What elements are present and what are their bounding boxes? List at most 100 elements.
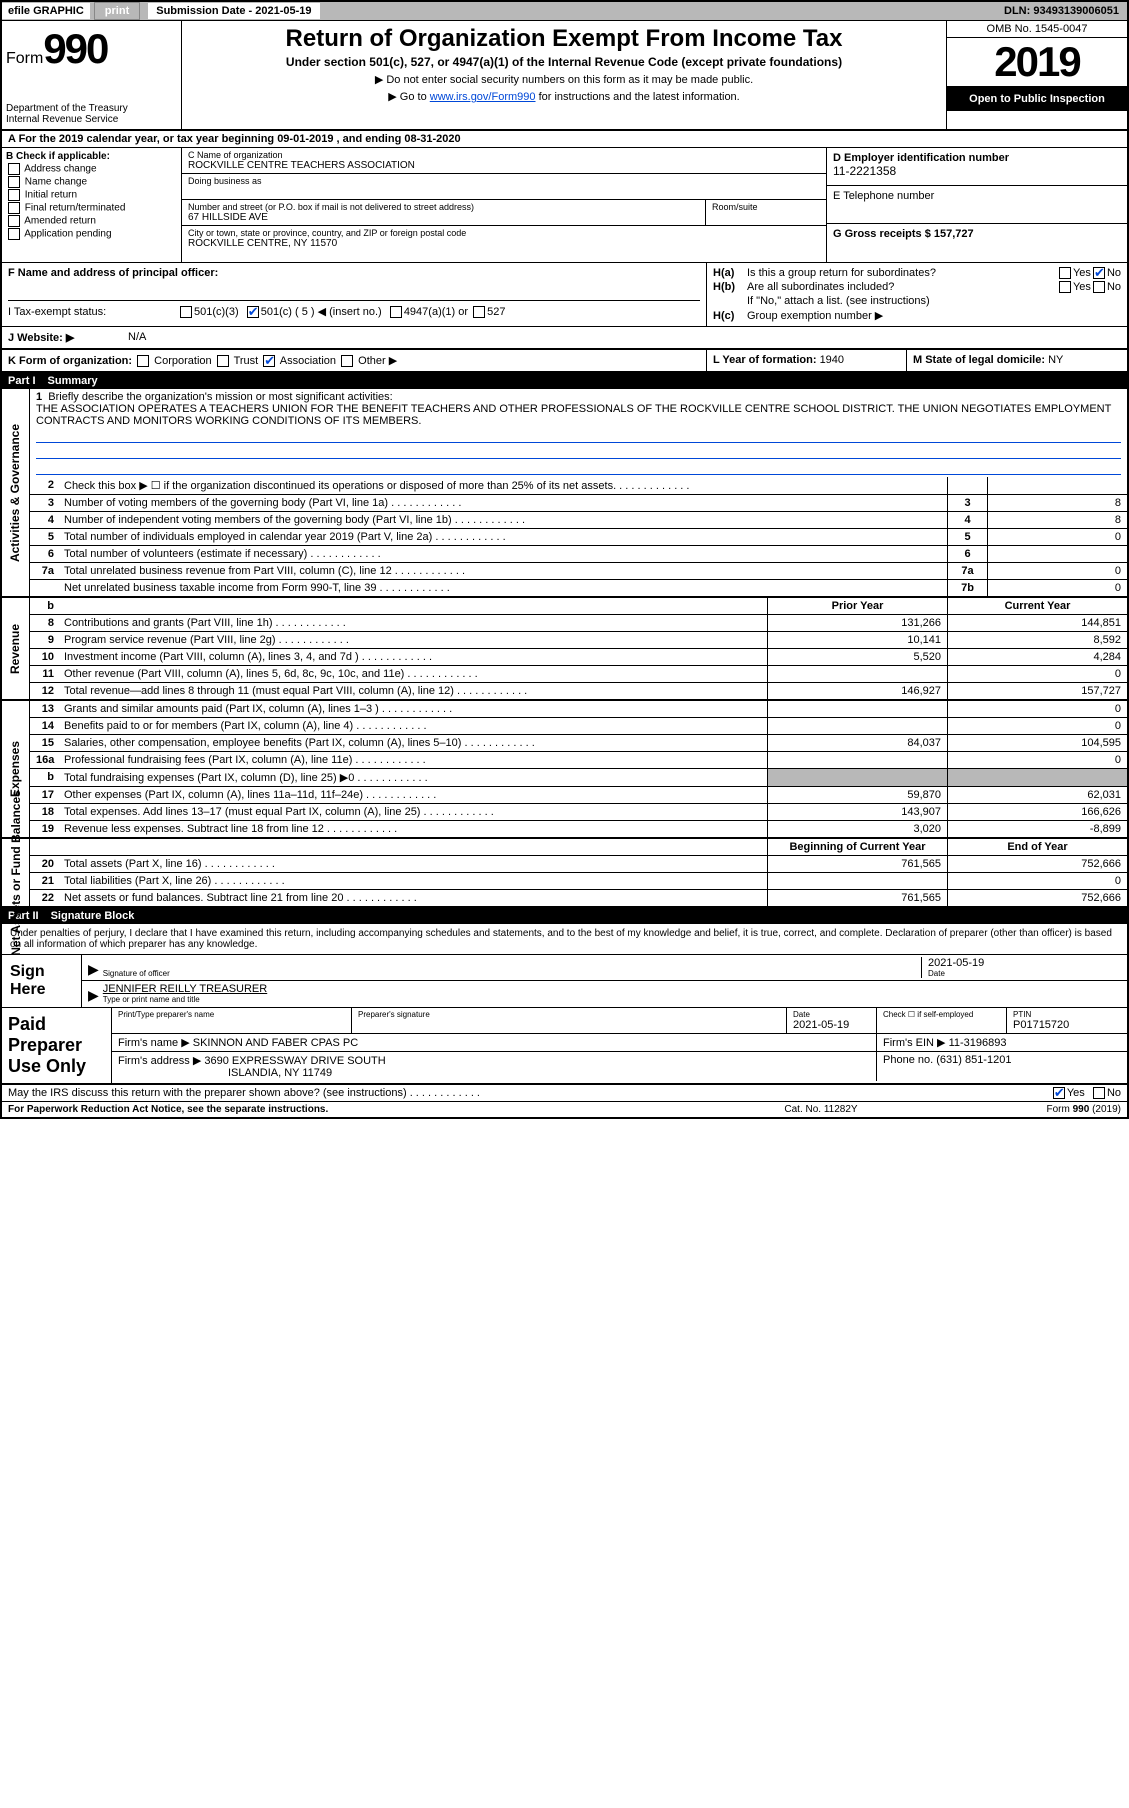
hdr-b: b — [30, 598, 60, 614]
prep-check-label: Check ☐ if self-employed — [883, 1010, 1000, 1019]
col-k: K Form of organization: Corporation Trus… — [2, 350, 707, 371]
discuss-row: May the IRS discuss this return with the… — [2, 1085, 1127, 1102]
row-desc: Total assets (Part X, line 16) — [60, 856, 767, 872]
row-current-year: -8,899 — [947, 821, 1127, 837]
tax-year: 2019 — [947, 38, 1127, 87]
cb-final-return[interactable]: Final return/terminated — [6, 202, 177, 214]
row-num: 6 — [30, 546, 60, 562]
na-header: Beginning of Current Year End of Year — [30, 839, 1127, 856]
paid-preparer-label: Paid Preparer Use Only — [2, 1008, 112, 1083]
hb-yes-cb[interactable] — [1059, 281, 1071, 293]
row-current-year — [947, 769, 1127, 786]
sign-arrow-icon-2: ▶ — [88, 987, 103, 1004]
cb-assoc[interactable] — [263, 355, 275, 367]
firm-addr-1: 3690 EXPRESSWAY DRIVE SOUTH — [204, 1055, 385, 1067]
m-value: NY — [1048, 354, 1063, 366]
print-button[interactable]: print — [94, 2, 140, 20]
row-val: 0 — [987, 529, 1127, 545]
efile-label: efile GRAPHIC — [2, 3, 90, 19]
opt-corp: Corporation — [154, 355, 211, 367]
discuss-no-cb[interactable] — [1093, 1087, 1105, 1099]
row-box: 3 — [947, 495, 987, 511]
row-current-year: 4,284 — [947, 649, 1127, 665]
prep-date-label: Date — [793, 1010, 870, 1019]
row-num: 12 — [30, 683, 60, 699]
sidelabel-ag: Activities & Governance — [2, 389, 30, 596]
row-desc: Number of voting members of the governin… — [60, 495, 947, 511]
opt-trust: Trust — [234, 355, 259, 367]
hb-text: Are all subordinates included? — [747, 281, 1057, 293]
cb-501c[interactable] — [247, 306, 259, 318]
prep-sig-label: Preparer's signature — [358, 1010, 780, 1019]
row-prior-year: 143,907 — [767, 804, 947, 820]
section-activities-governance: Activities & Governance 1 Briefly descri… — [2, 389, 1127, 598]
phone-value: (631) 851-1201 — [936, 1054, 1011, 1066]
ha-text: Is this a group return for subordinates? — [747, 267, 1057, 279]
org-name-label: C Name of organization — [188, 150, 820, 160]
col-c-org-info: C Name of organization ROCKVILLE CENTRE … — [182, 148, 827, 262]
ha-no-cb[interactable] — [1093, 267, 1105, 279]
cb-app-pending[interactable]: Application pending — [6, 228, 177, 240]
cb-trust[interactable] — [217, 355, 229, 367]
row-val: 0 — [987, 580, 1127, 596]
ag-row: Net unrelated business taxable income fr… — [30, 580, 1127, 596]
row-num: 19 — [30, 821, 60, 837]
gross-receipts: G Gross receipts $ 157,727 — [833, 228, 1121, 240]
row-prior-year: 84,037 — [767, 735, 947, 751]
website-value: N/A — [128, 331, 146, 344]
cb-other[interactable] — [341, 355, 353, 367]
row-box — [947, 477, 987, 494]
cb-corp[interactable] — [137, 355, 149, 367]
data-row: 22Net assets or fund balances. Subtract … — [30, 890, 1127, 906]
ptin-label: PTIN — [1013, 1010, 1121, 1019]
row-prior-year: 3,020 — [767, 821, 947, 837]
hb-no-cb[interactable] — [1093, 281, 1105, 293]
block-fh: F Name and address of principal officer:… — [2, 263, 1127, 327]
form990-link[interactable]: www.irs.gov/Form990 — [430, 91, 536, 103]
discuss-yes: Yes — [1067, 1087, 1085, 1099]
cb-name-change[interactable]: Name change — [6, 176, 177, 188]
hb-yes: Yes — [1073, 281, 1091, 293]
section-expenses: Expenses 13Grants and similar amounts pa… — [2, 701, 1127, 839]
paid-preparer-block: Paid Preparer Use Only Print/Type prepar… — [2, 1008, 1127, 1085]
k-label: K Form of organization: — [8, 355, 132, 367]
row-prior-year: 59,870 — [767, 787, 947, 803]
cb-4947[interactable] — [390, 306, 402, 318]
top-bar: efile GRAPHIC print Submission Date - 20… — [2, 2, 1127, 21]
row-current-year: 752,666 — [947, 890, 1127, 906]
omb-number: OMB No. 1545-0047 — [947, 21, 1127, 38]
row-prior-year — [767, 769, 947, 786]
cb-address-change[interactable]: Address change — [6, 163, 177, 175]
ha-yes: Yes — [1073, 267, 1091, 279]
discuss-yes-cb[interactable] — [1053, 1087, 1065, 1099]
part-1-num: Part I — [8, 375, 48, 387]
header-left: Form990 Department of the Treasury Inter… — [2, 21, 182, 129]
row-desc: Number of independent voting members of … — [60, 512, 947, 528]
room-label: Room/suite — [712, 202, 820, 212]
row-num: 16a — [30, 752, 60, 768]
website-label: J Website: ▶ — [8, 331, 128, 344]
row-current-year: 104,595 — [947, 735, 1127, 751]
col-m: M State of legal domicile: NY — [907, 350, 1127, 371]
m-label: M State of legal domicile: — [913, 354, 1048, 366]
row-desc: Total revenue—add lines 8 through 11 (mu… — [60, 683, 767, 699]
city-label: City or town, state or province, country… — [188, 228, 820, 238]
row-prior-year — [767, 752, 947, 768]
data-row: 10Investment income (Part VIII, column (… — [30, 649, 1127, 666]
row-current-year: 0 — [947, 718, 1127, 734]
cb-527[interactable] — [473, 306, 485, 318]
col-l: L Year of formation: 1940 — [707, 350, 907, 371]
cb-initial-return[interactable]: Initial return — [6, 189, 177, 201]
row-num — [30, 580, 60, 596]
cb-501c3[interactable] — [180, 306, 192, 318]
dept-label: Department of the Treasury Internal Reve… — [6, 103, 177, 125]
ein-value: 11-2221358 — [833, 164, 1121, 178]
col-b-header: B Check if applicable: — [6, 151, 177, 162]
firm-name-value: SKINNON AND FABER CPAS PC — [193, 1037, 358, 1049]
cb-amended-return[interactable]: Amended return — [6, 215, 177, 227]
form-number: 990 — [43, 25, 107, 72]
signature-declaration: Under penalties of perjury, I declare th… — [2, 924, 1127, 954]
col-h: H(a) Is this a group return for subordin… — [707, 263, 1127, 326]
sub3-pre: ▶ Go to — [388, 91, 429, 103]
ha-yes-cb[interactable] — [1059, 267, 1071, 279]
